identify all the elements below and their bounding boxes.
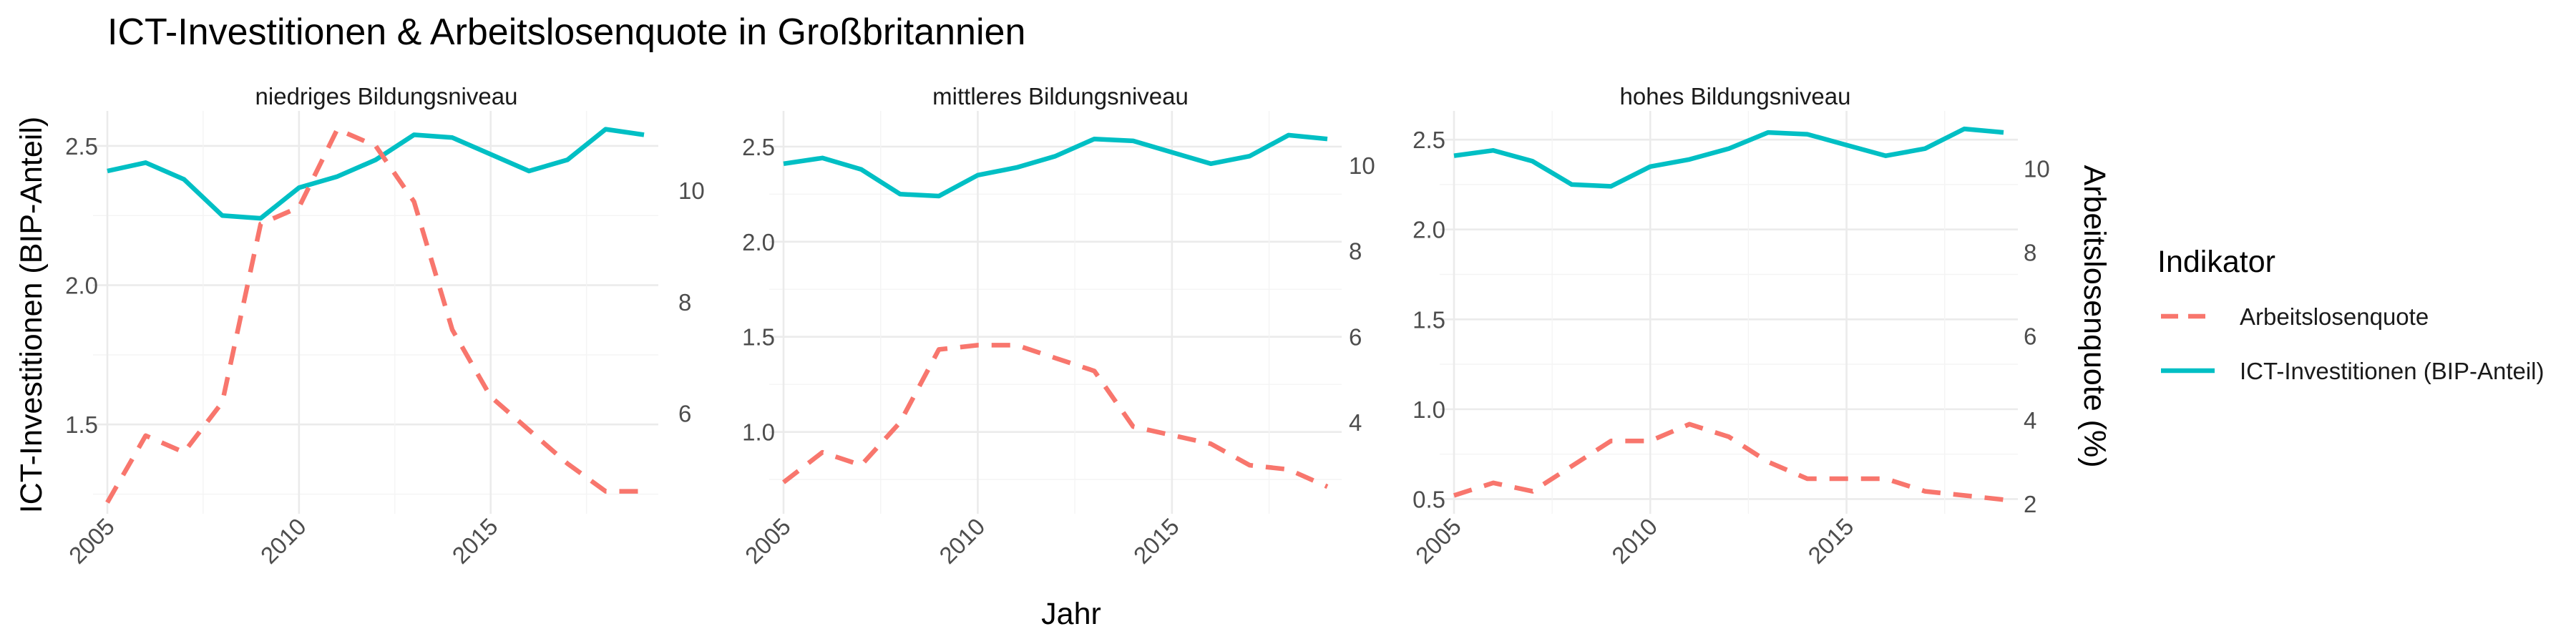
- panel-strip-label: niedriges Bildungsniveau: [255, 83, 518, 109]
- right-y-tick-label: 6: [678, 401, 691, 427]
- legend-label: Arbeitslosenquote: [2240, 303, 2429, 330]
- legend: Indikator Arbeitslosenquote ICT-Investiti…: [2157, 245, 2545, 384]
- right-y-tick-label: 6: [1349, 323, 1362, 350]
- legend-title: Indikator: [2157, 245, 2275, 279]
- series-line-unemployment: [1453, 421, 2004, 502]
- left-y-tick-label: 2.5: [1413, 127, 1445, 153]
- right-y-tick-label: 8: [2024, 240, 2036, 266]
- right-y-tick-label: 4: [2024, 407, 2036, 434]
- series-line-ict: [1453, 126, 2004, 189]
- series-line-ict: [107, 127, 645, 221]
- right-y-tick-label: 8: [1349, 238, 1362, 265]
- legend-label: ICT-Investitionen (BIP-Anteil): [2240, 358, 2545, 384]
- right-y-tick-label: 8: [678, 289, 691, 316]
- left-y-tick-label: 2.0: [1413, 217, 1445, 243]
- right-y-axis-title: Arbeitslosenquote (%): [2077, 165, 2112, 467]
- left-y-tick-label: 2.0: [742, 229, 775, 255]
- panel-strip-label: mittleres Bildungsniveau: [932, 83, 1189, 109]
- panel-2: mittleres Bildungsniveau 1.0 1.5 2.0 2.5 4 6 8 1…: [740, 83, 1375, 569]
- legend-entries: Arbeitslosenquote ICT-Investitionen (BIP-…: [2161, 303, 2545, 384]
- left-y-tick-label: 1.5: [742, 324, 775, 351]
- x-tick-label: 2005: [740, 513, 796, 569]
- right-y-tick-label: 2: [2024, 491, 2036, 517]
- left-y-tick-label: 2.5: [65, 133, 98, 160]
- x-tick-label: 2010: [934, 513, 990, 569]
- x-tick-label: 2015: [1128, 513, 1184, 569]
- series-line-unemployment: [782, 343, 1329, 489]
- x-tick-label: 2015: [447, 513, 503, 569]
- left-y-tick-label: 1.0: [1413, 396, 1445, 423]
- x-tick-label: 2005: [1410, 513, 1466, 569]
- x-tick-label: 2010: [255, 513, 311, 569]
- x-tick-label: 2005: [64, 513, 119, 569]
- panel-3: hohes Bildungsniveau 0.5 1.0 1.5 2.0 2.5 2 4 6 8 1…: [1410, 83, 2050, 569]
- right-y-tick-label: 6: [2024, 323, 2036, 350]
- panels: niedriges Bildungsniveau 1.5 2.0 2.5 6 8 10 200…: [64, 83, 2050, 569]
- series-line-ict: [783, 132, 1328, 199]
- left-y-tick-label: 2.5: [742, 134, 775, 160]
- panel-strip-label: hohes Bildungsniveau: [1620, 83, 1851, 109]
- right-y-tick-label: 10: [678, 177, 705, 204]
- right-y-tick-label: 10: [1349, 152, 1375, 179]
- left-y-tick-label: 1.0: [742, 419, 775, 446]
- left-y-tick-label: 2.0: [65, 273, 98, 299]
- series-line-unemployment: [105, 127, 644, 504]
- panel-1: niedriges Bildungsniveau 1.5 2.0 2.5 6 8 10 200…: [64, 83, 705, 569]
- left-y-tick-label: 1.5: [65, 411, 98, 438]
- chart-title: ICT-Investitionen & Arbeitslosenquote in…: [107, 11, 1025, 53]
- x-tick-label: 2010: [1606, 513, 1662, 569]
- x-axis-title: Jahr: [1041, 597, 1101, 631]
- x-tick-label: 2015: [1802, 513, 1858, 569]
- right-y-tick-label: 4: [1349, 409, 1362, 436]
- right-y-tick-label: 10: [2024, 155, 2050, 182]
- left-y-tick-label: 1.5: [1413, 306, 1445, 333]
- left-y-tick-label: 0.5: [1413, 486, 1445, 512]
- left-y-axis-title: ICT-Investitionen (BIP-Anteil): [14, 117, 49, 513]
